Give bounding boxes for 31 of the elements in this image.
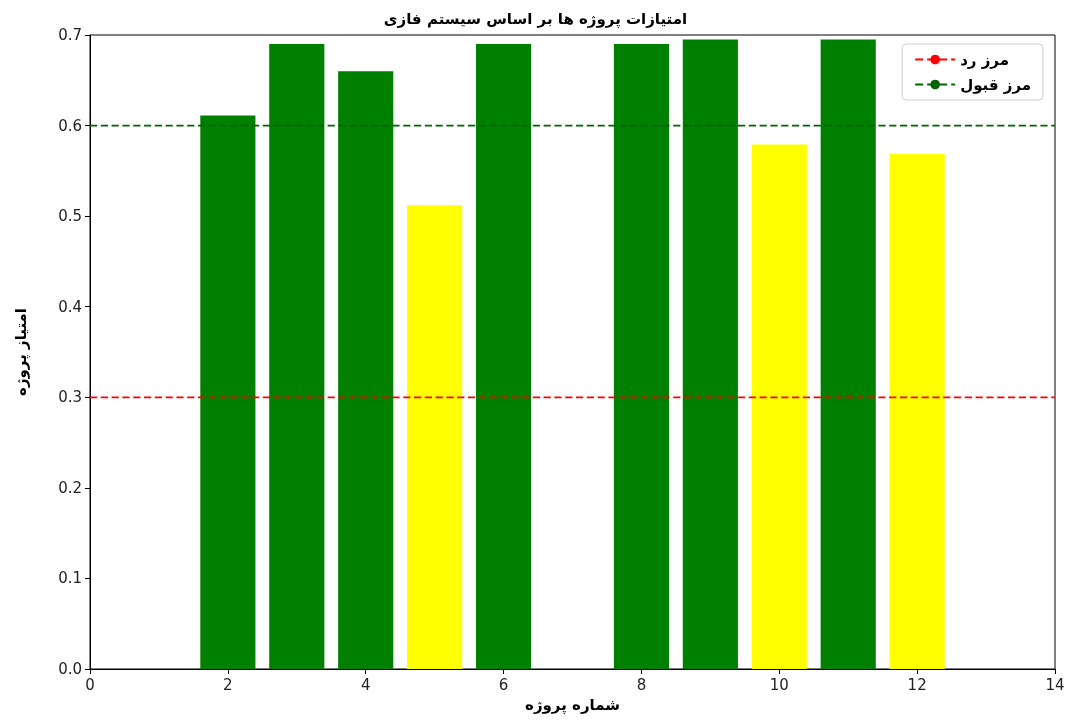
bar	[820, 39, 876, 669]
x-tick-label: 0	[85, 675, 95, 694]
bar	[476, 44, 532, 669]
x-tick-label: 6	[498, 675, 509, 694]
y-axis-title: امتیاز پروژه	[11, 308, 31, 396]
x-tick-label: 14	[1045, 675, 1065, 694]
chart-title: امتیازات پروژه ها بر اساس سیستم فازی	[383, 9, 688, 29]
y-tick-label: 0.1	[58, 569, 82, 588]
y-tick-label: 0.2	[58, 478, 82, 497]
x-tick-label: 10	[769, 675, 789, 694]
bar	[269, 44, 325, 669]
legend-label: مرز قبول	[960, 75, 1031, 94]
y-tick-label: 0.0	[58, 660, 82, 678]
legend-label: مرز رد	[960, 50, 1009, 69]
y-tick-label: 0.6	[58, 116, 82, 135]
bar	[338, 71, 394, 669]
x-axis-title: شماره پروژه	[525, 695, 620, 715]
bar	[200, 115, 256, 669]
x-tick-label: 12	[907, 675, 927, 694]
x-tick-label: 8	[636, 675, 647, 694]
x-tick-label: 2	[223, 675, 233, 694]
y-tick-label: 0.4	[58, 297, 82, 316]
x-tick-label: 4	[360, 675, 371, 694]
bar	[682, 39, 738, 669]
y-tick-label: 0.3	[58, 388, 82, 407]
bar	[751, 144, 807, 669]
bar	[613, 44, 669, 669]
y-tick-label: 0.7	[58, 26, 82, 44]
bar	[407, 205, 463, 669]
bar	[889, 153, 945, 669]
y-tick-label: 0.5	[58, 207, 82, 226]
